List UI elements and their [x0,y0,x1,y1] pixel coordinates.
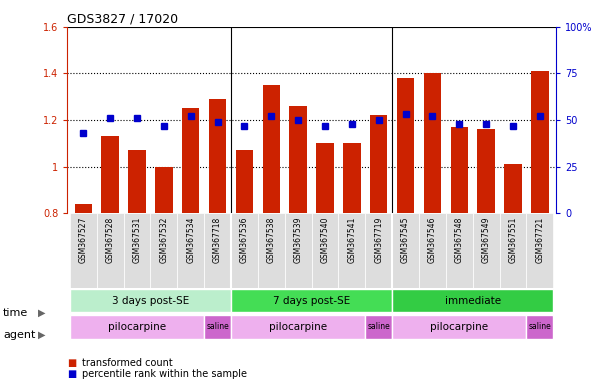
Text: GSM367549: GSM367549 [481,217,491,263]
Bar [128,150,146,213]
FancyBboxPatch shape [70,289,231,313]
Text: GSM367719: GSM367719 [375,217,383,263]
FancyBboxPatch shape [231,289,392,313]
FancyBboxPatch shape [204,213,231,288]
Bar [504,164,522,213]
FancyBboxPatch shape [392,289,554,313]
FancyBboxPatch shape [97,213,123,288]
Text: pilocarpine: pilocarpine [430,322,488,332]
Text: GSM367545: GSM367545 [401,217,410,263]
FancyBboxPatch shape [177,213,204,288]
Text: ■: ■ [67,358,76,368]
FancyBboxPatch shape [527,213,554,288]
Bar [155,167,173,213]
FancyBboxPatch shape [446,213,473,288]
Bar [290,106,307,213]
Bar [343,143,360,213]
FancyBboxPatch shape [392,315,527,339]
FancyBboxPatch shape [473,213,500,288]
Text: ■: ■ [67,369,76,379]
Bar [477,129,495,213]
Text: saline: saline [529,322,551,331]
Text: agent: agent [3,330,35,340]
Text: GSM367548: GSM367548 [455,217,464,263]
Bar [263,85,280,213]
FancyBboxPatch shape [285,213,312,288]
Bar [450,127,468,213]
Text: GSM367551: GSM367551 [508,217,518,263]
Text: GSM367536: GSM367536 [240,217,249,263]
FancyBboxPatch shape [258,213,285,288]
Text: GSM367546: GSM367546 [428,217,437,263]
Text: GSM367541: GSM367541 [348,217,356,263]
Text: saline: saline [367,322,390,331]
Text: ▶: ▶ [38,330,45,340]
FancyBboxPatch shape [392,213,419,288]
Text: GSM367539: GSM367539 [294,217,302,263]
Bar [101,136,119,213]
FancyBboxPatch shape [527,315,554,339]
FancyBboxPatch shape [500,213,527,288]
Bar [75,204,92,213]
FancyBboxPatch shape [312,213,338,288]
Text: GSM367534: GSM367534 [186,217,196,263]
FancyBboxPatch shape [70,315,204,339]
Text: GDS3827 / 17020: GDS3827 / 17020 [67,13,178,26]
Bar [316,143,334,213]
Text: pilocarpine: pilocarpine [269,322,327,332]
Text: GSM367538: GSM367538 [267,217,276,263]
FancyBboxPatch shape [338,213,365,288]
Text: percentile rank within the sample: percentile rank within the sample [82,369,247,379]
FancyBboxPatch shape [204,315,231,339]
Bar [370,115,387,213]
Text: saline: saline [207,322,229,331]
Bar [236,150,253,213]
Bar [182,108,199,213]
FancyBboxPatch shape [150,213,177,288]
Text: GSM367532: GSM367532 [159,217,169,263]
Text: pilocarpine: pilocarpine [108,322,166,332]
Text: immediate: immediate [445,296,501,306]
Text: GSM367531: GSM367531 [133,217,142,263]
FancyBboxPatch shape [123,213,150,288]
Bar [424,73,441,213]
Text: GSM367528: GSM367528 [106,217,115,263]
FancyBboxPatch shape [365,315,392,339]
FancyBboxPatch shape [231,315,365,339]
FancyBboxPatch shape [231,213,258,288]
Bar [209,99,226,213]
Text: GSM367540: GSM367540 [321,217,329,263]
Text: transformed count: transformed count [82,358,174,368]
Text: GSM367527: GSM367527 [79,217,88,263]
Text: time: time [3,308,28,318]
Text: GSM367718: GSM367718 [213,217,222,263]
Bar [531,71,549,213]
Text: 3 days post-SE: 3 days post-SE [112,296,189,306]
Text: 7 days post-SE: 7 days post-SE [273,296,350,306]
FancyBboxPatch shape [365,213,392,288]
Bar [397,78,414,213]
FancyBboxPatch shape [419,213,446,288]
FancyBboxPatch shape [70,213,97,288]
Text: ▶: ▶ [38,308,45,318]
Text: GSM367721: GSM367721 [535,217,544,263]
